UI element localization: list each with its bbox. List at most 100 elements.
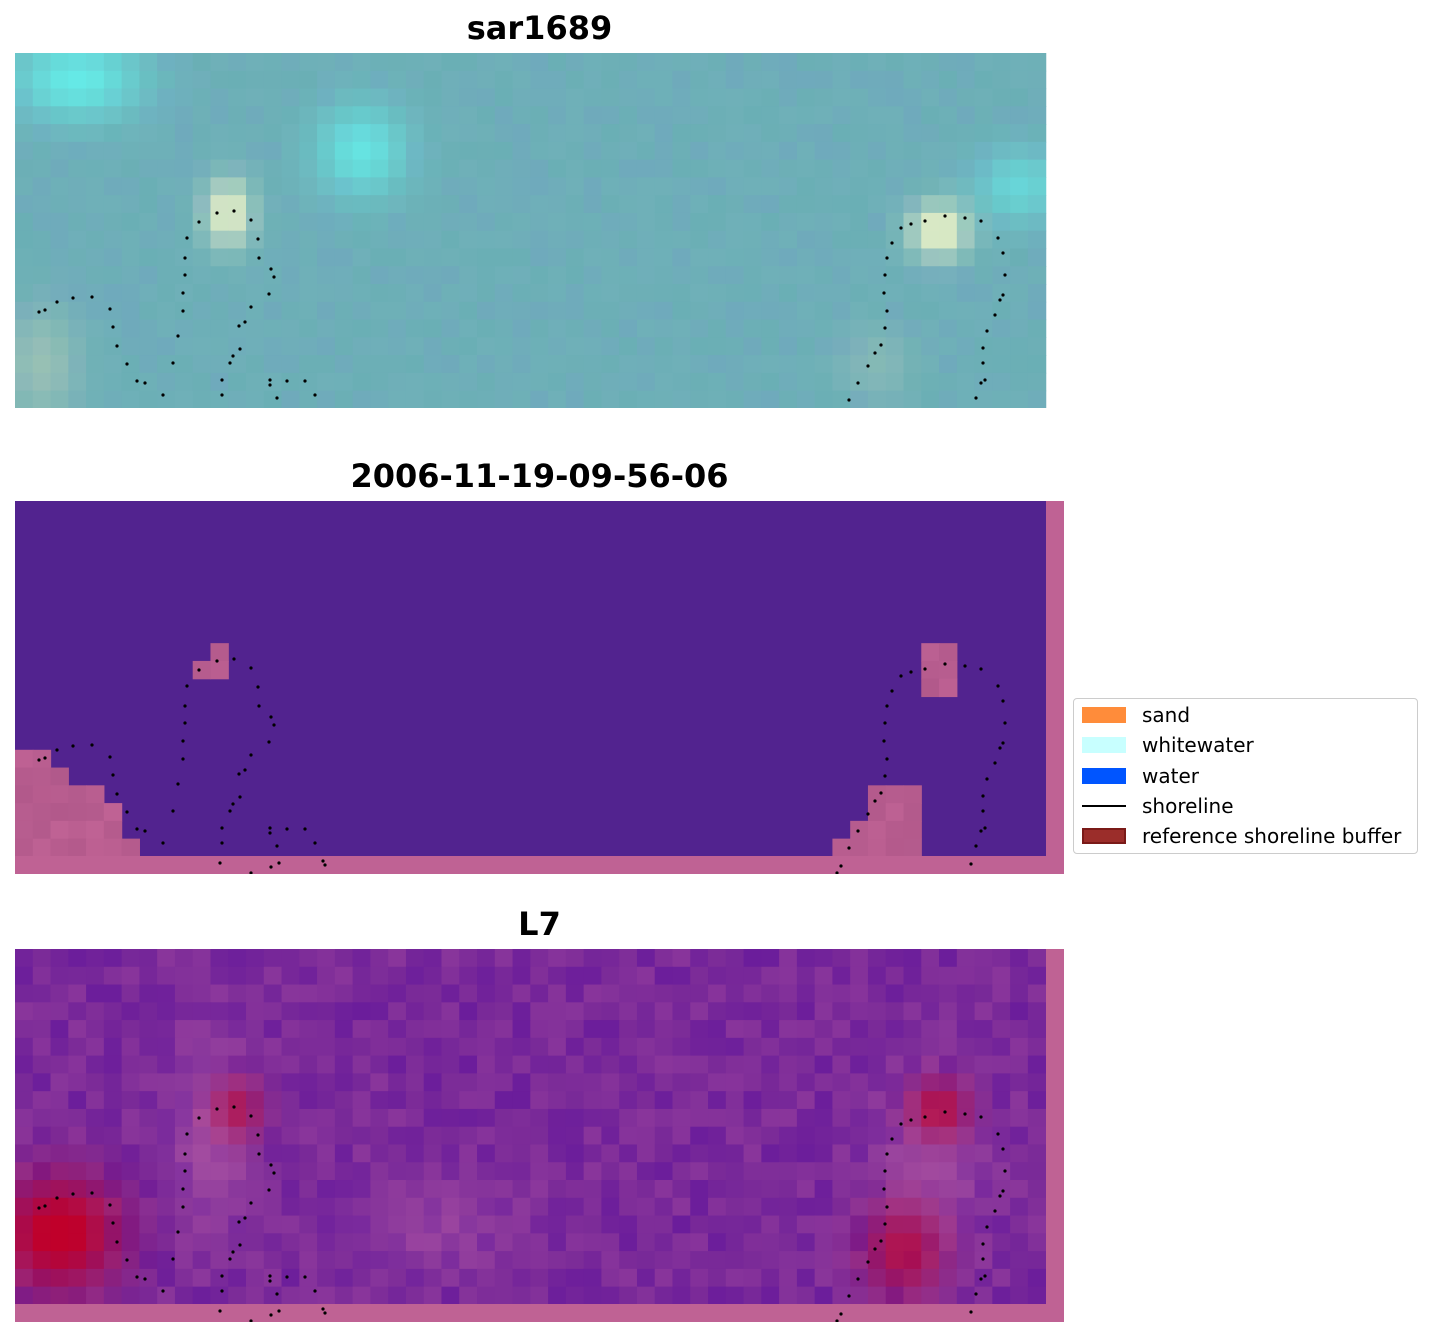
legend-item-sand: sand: [1082, 700, 1190, 730]
image-cell: [530, 319, 549, 338]
sand-cell: [850, 838, 869, 857]
image-cell: [814, 212, 834, 232]
image-cell: [832, 106, 851, 125]
image-cell: [512, 1180, 531, 1199]
image-cell: [299, 984, 318, 1003]
image-cell: [174, 319, 194, 338]
image-cell: [246, 248, 265, 267]
image-cell: [494, 1233, 514, 1252]
image-cell: [654, 390, 674, 408]
image-cell: [939, 1268, 958, 1288]
image-cell: [228, 124, 247, 143]
image-cell: [992, 949, 1011, 968]
image-cell: [708, 266, 727, 285]
image-cell: [530, 1215, 549, 1234]
image-cell: [708, 1055, 727, 1074]
image-cell: [459, 248, 478, 267]
image-cell: [405, 1055, 425, 1074]
image-cell: [1010, 70, 1029, 90]
image-cell: [530, 355, 549, 374]
image-cell: [956, 319, 976, 338]
image-cell: [672, 1215, 691, 1234]
image-cell: [565, 1268, 585, 1288]
image-cell: [565, 159, 585, 178]
image-cell: [139, 1037, 158, 1057]
image-cell: [299, 212, 318, 232]
image-cell: [299, 1108, 318, 1128]
image-cell: [494, 1073, 514, 1092]
image-cell: [601, 266, 620, 285]
image-cell: [157, 390, 176, 408]
image-cell: [139, 1002, 158, 1021]
shoreline-point: [275, 844, 279, 848]
buffer-edge-bottom: [15, 856, 1064, 874]
image-cell: [796, 1073, 816, 1092]
image-cell: [405, 1180, 425, 1199]
image-cell: [370, 212, 389, 232]
image-cell: [974, 319, 993, 338]
image-cell: [1010, 1073, 1029, 1092]
image-cell: [86, 88, 105, 107]
image-cell: [86, 1180, 105, 1199]
image-cell: [405, 177, 425, 196]
image-cell: [1027, 949, 1047, 968]
image-cell: [32, 1126, 52, 1146]
image-cell: [672, 141, 691, 161]
image-cell: [779, 248, 798, 267]
image-cell: [210, 1233, 229, 1252]
image-cell: [334, 1233, 354, 1252]
image-cell: [992, 1233, 1011, 1252]
image-cell: [228, 1055, 247, 1074]
image-cell: [15, 159, 34, 178]
image-cell: [441, 284, 460, 303]
shoreline-point: [303, 827, 307, 831]
shoreline-point: [268, 826, 272, 830]
image-cell: [601, 390, 620, 408]
shoreline-point: [269, 1313, 273, 1317]
image-cell: [565, 124, 585, 143]
image-cell: [228, 266, 247, 285]
image-cell: [299, 1073, 318, 1092]
image-cell: [1027, 1180, 1047, 1199]
image-cell: [885, 1037, 905, 1057]
shoreline-point: [981, 1257, 985, 1261]
image-cell: [68, 230, 87, 250]
image-cell: [459, 284, 478, 303]
image-cell: [299, 1251, 318, 1270]
image-cell: [992, 1197, 1011, 1217]
image-cell: [601, 372, 620, 392]
shoreline-point: [108, 1203, 112, 1207]
shoreline-point: [1003, 721, 1007, 725]
image-cell: [619, 1251, 638, 1270]
image-cell: [672, 1020, 691, 1039]
shoreline-point: [143, 381, 147, 385]
image-cell: [939, 1215, 958, 1234]
image-cell: [423, 1180, 443, 1199]
image-cell: [228, 301, 247, 321]
image-cell: [459, 1091, 478, 1110]
image-cell: [939, 159, 958, 178]
image-cell: [743, 1251, 762, 1270]
image-cell: [903, 177, 922, 196]
image-cell: [690, 372, 709, 392]
image-cell: [992, 195, 1011, 214]
image-cell: [690, 1215, 709, 1234]
image-cell: [352, 53, 371, 72]
image-cell: [548, 266, 567, 285]
image-cell: [334, 390, 354, 408]
image-cell: [477, 70, 496, 90]
image-cell: [761, 372, 780, 392]
image-cell: [32, 1108, 52, 1128]
image-cell: [281, 159, 300, 178]
image-cell: [885, 266, 905, 285]
image-cell: [405, 1091, 425, 1110]
shoreline-point: [55, 748, 59, 752]
image-cell: [548, 319, 567, 338]
image-cell: [370, 372, 389, 392]
image-cell: [174, 1286, 194, 1305]
image-cell: [157, 1180, 176, 1199]
image-cell: [228, 390, 247, 408]
image-cell: [86, 1197, 105, 1217]
image-cell: [974, 949, 993, 968]
image-cell: [796, 1197, 816, 1217]
